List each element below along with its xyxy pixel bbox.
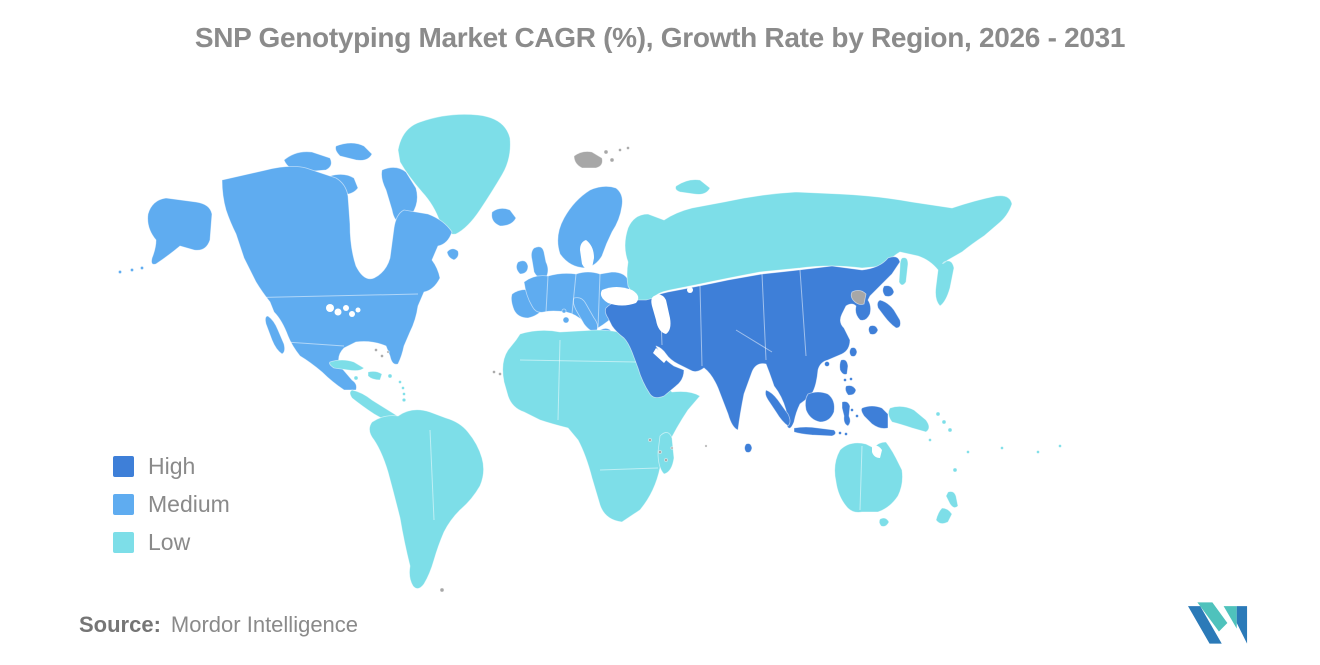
legend-item-low: Low	[113, 527, 230, 557]
mordor-intelligence-logo	[1188, 602, 1248, 644]
legend-swatch-medium	[113, 493, 134, 515]
source-line: Source: Mordor Intelligence	[79, 612, 358, 638]
region-no-data	[374, 146, 867, 593]
legend-swatch-low	[113, 531, 134, 553]
legend-label-medium: Medium	[148, 490, 230, 517]
region-south-america	[369, 409, 484, 589]
chart-title: SNP Genotyping Market CAGR (%), Growth R…	[194, 22, 1126, 53]
legend-item-high: High	[113, 451, 230, 481]
logo-teal-band	[1197, 602, 1228, 632]
logo-blue-bar	[1236, 606, 1248, 644]
legend-item-medium: Medium	[113, 489, 230, 519]
region-europe	[491, 186, 631, 351]
legend-label-high: High	[148, 452, 196, 479]
region-russia	[624, 179, 1013, 307]
logo-teal-triangle	[1223, 606, 1237, 629]
source-label: Source:	[79, 612, 161, 637]
source-value: Mordor Intelligence	[170, 612, 359, 637]
legend: High Medium Low	[113, 451, 230, 565]
region-north-america	[118, 142, 459, 391]
country-borders	[237, 269, 863, 521]
logo-blue-diagonal	[1188, 606, 1222, 644]
legend-label-low: Low	[148, 528, 191, 555]
region-asia-middle-east	[604, 256, 901, 453]
region-greenland	[397, 113, 511, 235]
region-oceania	[834, 406, 1062, 527]
legend-swatch-high	[113, 455, 134, 477]
